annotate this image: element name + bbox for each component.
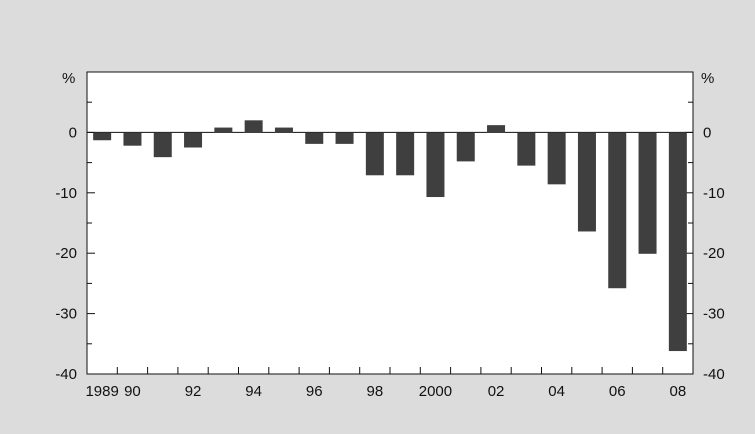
x-tick-label: 06 <box>609 383 626 400</box>
bar-2008 <box>668 132 687 352</box>
bar-1991 <box>153 132 172 158</box>
y-tick-label-left: -20 <box>55 245 77 262</box>
x-tick-label: 96 <box>306 383 323 400</box>
x-tick-label: 08 <box>670 383 687 400</box>
bar-1993 <box>214 127 233 133</box>
bar-1998 <box>365 132 384 176</box>
y-tick-label-left: -40 <box>55 366 77 383</box>
bar-1992 <box>184 132 203 148</box>
bar-2002 <box>487 125 506 133</box>
x-tick-label: 1989 <box>85 383 118 400</box>
x-tick-label: 94 <box>245 383 262 400</box>
bar-1995 <box>274 127 293 133</box>
bar-2003 <box>517 132 536 166</box>
y-unit-left: % <box>62 70 75 87</box>
bar-1990 <box>123 132 142 146</box>
y-tick-label-right: -20 <box>703 245 725 262</box>
y-unit-right: % <box>701 70 714 87</box>
y-tick-label-right: -10 <box>703 185 725 202</box>
bar-2005 <box>577 132 596 232</box>
y-tick-label-right: 0 <box>703 124 711 141</box>
y-tick-label-right: -40 <box>703 366 725 383</box>
bar-2007 <box>638 132 657 254</box>
y-tick-label-right: -30 <box>703 306 725 323</box>
bar-1994 <box>244 120 263 133</box>
x-tick-label: 90 <box>124 383 141 400</box>
x-tick-label: 98 <box>367 383 384 400</box>
plot-area <box>86 71 694 375</box>
bar-2001 <box>456 132 475 162</box>
x-tick-label: 02 <box>488 383 505 400</box>
bar-2000 <box>426 132 445 198</box>
x-tick-label: 04 <box>548 383 565 400</box>
bar-1999 <box>396 132 415 176</box>
y-tick-label-left: 0 <box>69 124 77 141</box>
bar-1989 <box>93 132 112 141</box>
y-tick-label-left: -10 <box>55 185 77 202</box>
bar-2006 <box>608 132 627 289</box>
bar-1996 <box>305 132 324 144</box>
x-tick-label: 92 <box>185 383 202 400</box>
bar-2004 <box>547 132 566 185</box>
y-tick-label-left: -30 <box>55 306 77 323</box>
bar-1997 <box>335 132 354 144</box>
x-tick-label: 2000 <box>419 383 452 400</box>
